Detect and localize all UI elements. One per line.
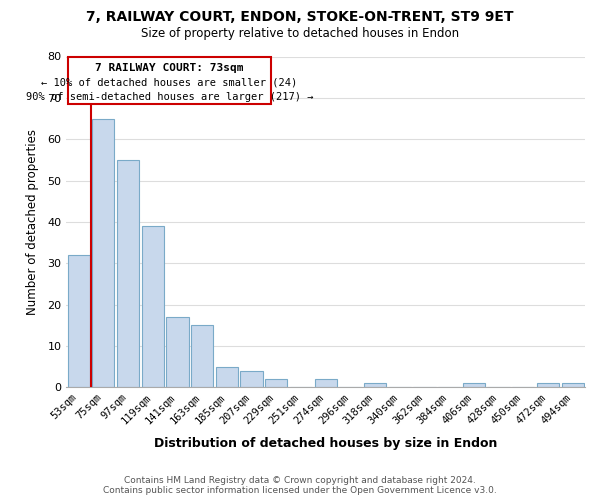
Bar (562, 384, 584, 388)
Text: 7 RAILWAY COURT: 73sqm: 7 RAILWAY COURT: 73sqm (95, 62, 244, 72)
Text: Size of property relative to detached houses in Endon: Size of property relative to detached ho… (141, 28, 459, 40)
Bar (92, 118, 115, 388)
Bar (142, 226, 164, 388)
Bar (463, 384, 485, 388)
Bar (117, 160, 139, 388)
Bar (364, 384, 386, 388)
Bar (537, 384, 559, 388)
Bar (191, 326, 213, 388)
X-axis label: Distribution of detached houses by size in Endon: Distribution of detached houses by size … (154, 437, 497, 450)
Bar (166, 317, 188, 388)
FancyBboxPatch shape (68, 56, 271, 104)
Text: 90% of semi-detached houses are larger (217) →: 90% of semi-detached houses are larger (… (26, 92, 313, 102)
Text: 7, RAILWAY COURT, ENDON, STOKE-ON-TRENT, ST9 9ET: 7, RAILWAY COURT, ENDON, STOKE-ON-TRENT,… (86, 10, 514, 24)
Bar (265, 379, 287, 388)
Text: ← 10% of detached houses are smaller (24): ← 10% of detached houses are smaller (24… (41, 77, 298, 87)
Bar (68, 255, 90, 388)
Bar (314, 379, 337, 388)
Bar (241, 371, 263, 388)
Bar (216, 367, 238, 388)
Text: Contains public sector information licensed under the Open Government Licence v3: Contains public sector information licen… (103, 486, 497, 495)
Text: Contains HM Land Registry data © Crown copyright and database right 2024.: Contains HM Land Registry data © Crown c… (124, 476, 476, 485)
Y-axis label: Number of detached properties: Number of detached properties (26, 129, 39, 315)
